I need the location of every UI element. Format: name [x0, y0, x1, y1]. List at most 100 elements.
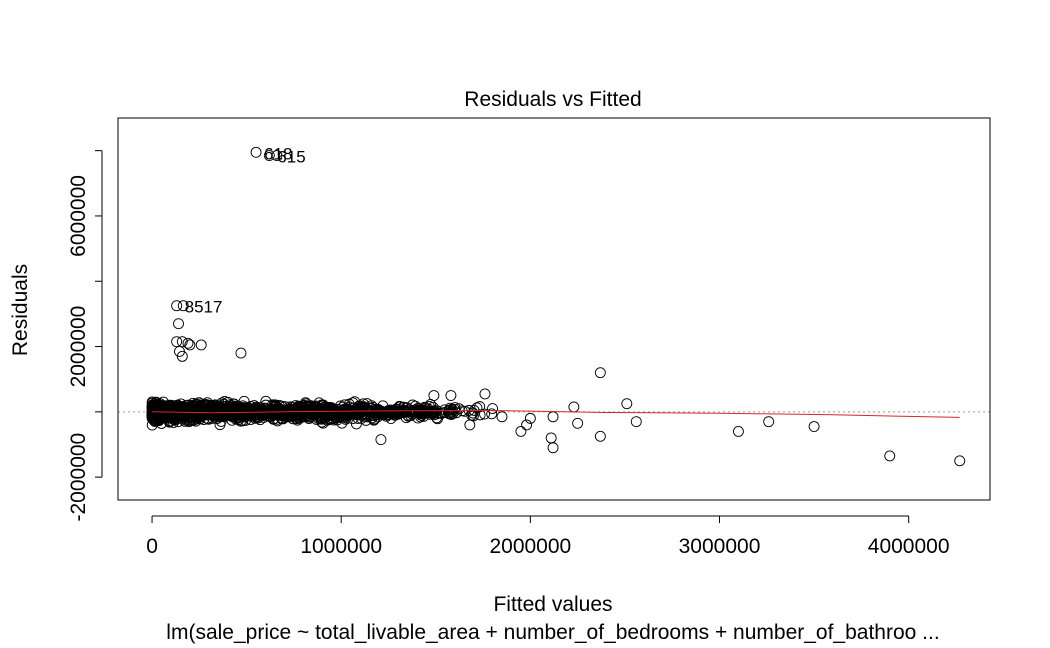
data-point: [271, 150, 283, 161]
data-point: [496, 411, 508, 423]
x-tick-label: 4000000: [868, 535, 950, 558]
data-point: [445, 409, 457, 420]
y-tick-label: 2000000: [67, 306, 90, 388]
data-point: [547, 442, 559, 454]
data-point: [392, 408, 404, 420]
data-point: [206, 399, 218, 411]
point-label: 615: [277, 148, 305, 167]
data-point: [306, 403, 318, 415]
x-tick-label: 0: [146, 535, 158, 558]
data-point: [263, 150, 275, 161]
data-point: [474, 409, 486, 421]
data-point: [357, 404, 369, 416]
data-point: [405, 406, 417, 418]
data-point: [630, 416, 642, 428]
data-point: [464, 419, 476, 431]
data-point: [317, 399, 329, 411]
data-point: [303, 413, 315, 424]
data-point: [428, 390, 440, 401]
data-point: [223, 408, 235, 420]
data-point: [324, 402, 336, 414]
data-point: [594, 430, 606, 442]
data-point: [467, 407, 479, 419]
data-point: [195, 339, 207, 351]
data-point: [269, 399, 281, 411]
data-point: [884, 450, 896, 462]
x-tick-label: 2000000: [489, 535, 571, 558]
data-point: [954, 455, 966, 467]
data-point: [317, 417, 329, 429]
data-point: [173, 318, 184, 330]
data-point: [621, 398, 633, 410]
data-point: [286, 404, 298, 416]
data-point: [479, 408, 490, 420]
point-label: 618: [264, 144, 292, 163]
data-point: [209, 405, 220, 417]
y-tick-label: 6000000: [67, 175, 90, 257]
data-point: [293, 403, 305, 415]
data-point: [161, 404, 173, 416]
data-point: [415, 411, 426, 423]
data-point: [156, 404, 168, 416]
data-point: [732, 425, 744, 437]
data-point: [449, 403, 461, 415]
data-point: [249, 412, 261, 424]
y-tick-label: -2000000: [67, 433, 90, 522]
x-tick-label: 3000000: [679, 535, 761, 558]
data-point: [763, 416, 775, 428]
data-point: [390, 403, 402, 415]
data-point: [245, 401, 257, 412]
data-point: [171, 300, 183, 312]
data-point: [177, 300, 189, 312]
x-axis-label: Fitted values: [493, 593, 612, 616]
y-axis-label: Residuals: [9, 264, 32, 356]
y-axis: -2000000 2000000 6000000: [67, 150, 103, 522]
data-point: [353, 407, 365, 419]
data-point: [172, 407, 184, 419]
data-point: [146, 402, 158, 413]
data-point: [162, 403, 174, 415]
data-point: [168, 404, 180, 416]
data-point: [197, 405, 209, 417]
smooth-trend-line: [151, 409, 960, 418]
data-point: [184, 339, 196, 351]
point-label: 8517: [185, 298, 223, 317]
data-point: [486, 408, 498, 420]
data-point: [371, 404, 383, 416]
data-point: [572, 417, 584, 429]
data-point: [176, 412, 188, 424]
data-point: [153, 404, 165, 415]
data-point: [235, 347, 247, 359]
data-point: [149, 410, 161, 422]
plot-frame: [117, 117, 991, 501]
data-point: [171, 336, 183, 348]
data-point: [176, 336, 188, 348]
data-point: [521, 419, 533, 431]
data-point: [287, 413, 299, 425]
data-point: [176, 350, 188, 362]
data-point: [201, 409, 213, 421]
data-point: [515, 425, 527, 437]
data-point: [445, 403, 457, 415]
points-layer: [118, 146, 990, 467]
data-point: [808, 421, 820, 432]
data-point: [487, 403, 498, 415]
data-point: [445, 390, 457, 401]
data-point: [524, 412, 536, 424]
data-point: [194, 413, 206, 425]
data-point: [260, 395, 272, 407]
x-axis: 0 1000000 2000000 3000000 4000000: [146, 515, 950, 558]
data-point: [479, 388, 491, 400]
data-point: [375, 434, 387, 446]
data-point: [250, 146, 262, 158]
chart-title: Residuals vs Fitted: [464, 88, 641, 111]
x-tick-label: 1000000: [300, 535, 382, 558]
data-point: [398, 406, 410, 417]
data-point: [182, 337, 194, 349]
data-point: [355, 401, 367, 413]
data-point: [391, 407, 403, 419]
data-point: [256, 410, 268, 422]
model-formula-subtitle: lm(sale_price ~ total_livable_area + num…: [166, 621, 939, 644]
